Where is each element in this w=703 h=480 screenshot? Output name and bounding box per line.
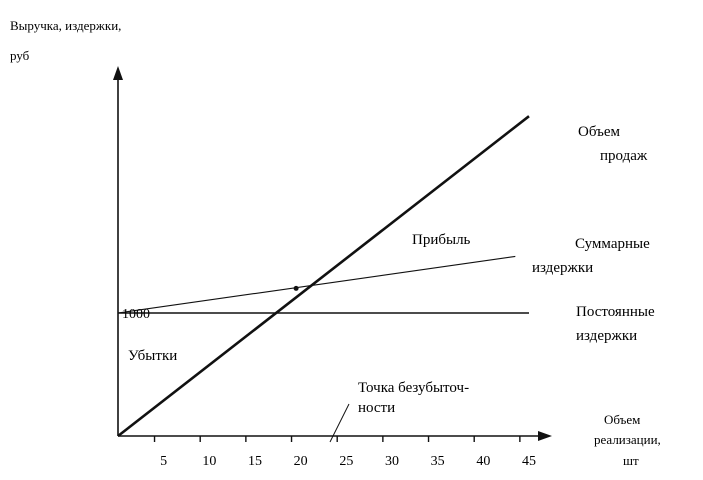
x-tick-label-35: 35: [431, 454, 445, 469]
y-axis-title-line1: Выручка, издержки,: [10, 18, 121, 33]
annotation-profit: Прибыль: [412, 232, 471, 248]
y-axis-title-line2: руб: [10, 48, 30, 63]
x-tick-label-5: 5: [160, 454, 167, 469]
x-tick-labels: 5 10 15 20 25 30 35 40 45: [160, 454, 536, 469]
series-label-sales-line1: Объем: [578, 124, 621, 140]
series-line-0: [117, 115, 530, 438]
series-line-1: [117, 255, 516, 314]
breakeven-leader-line: [329, 403, 350, 443]
x-tick-label-40: 40: [476, 454, 490, 469]
y-axis-arrow: [113, 66, 123, 80]
breakeven-point-marker: [293, 285, 299, 291]
x-tick-label-30: 30: [385, 454, 399, 469]
x-axis-title-line2: реализации,: [594, 432, 661, 447]
series-lines: [117, 115, 530, 438]
y-tick-label-1000: 1000: [122, 307, 150, 322]
x-axis-title-line1: Объем: [604, 412, 640, 427]
axes: [113, 66, 552, 441]
series-label-fixed-costs-line1: Постоянные: [576, 304, 655, 320]
x-tick-label-25: 25: [339, 454, 353, 469]
x-tick-label-10: 10: [202, 454, 216, 469]
x-axis-arrow: [538, 431, 552, 441]
series-label-total-costs-line2: издержки: [532, 260, 593, 276]
x-tick-label-15: 15: [248, 454, 262, 469]
annotation-breakeven-line2: ности: [358, 400, 395, 416]
annotation-breakeven-line1: Точка безубыточ-: [358, 380, 469, 396]
x-axis-title-line3: шт: [623, 453, 639, 468]
annotation-losses: Убытки: [128, 348, 177, 364]
x-tick-label-45: 45: [522, 454, 536, 469]
x-ticks: [153, 436, 521, 442]
series-label-fixed-costs-line2: издержки: [576, 328, 637, 344]
series-label-sales-line2: продаж: [600, 148, 648, 164]
series-label-total-costs-line1: Суммарные: [575, 236, 650, 252]
x-tick-label-20: 20: [294, 454, 308, 469]
